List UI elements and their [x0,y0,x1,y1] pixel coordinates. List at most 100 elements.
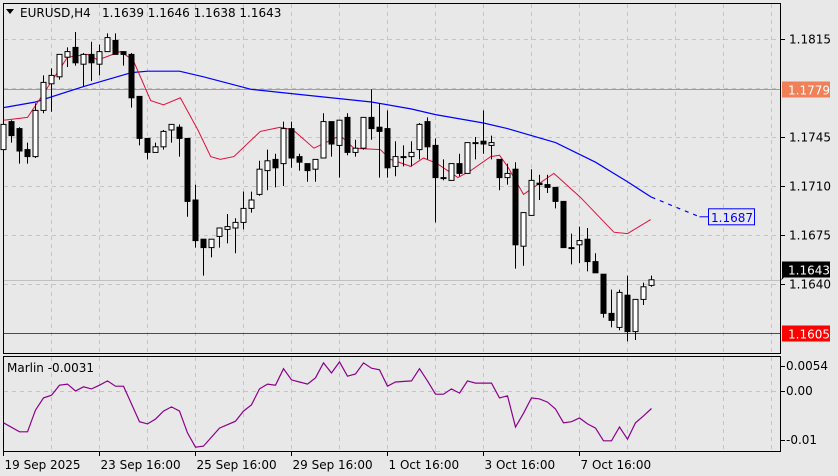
price-tick-label: 1.1675 [789,229,831,243]
time-label: 25 Sep 16:00 [197,458,277,472]
candle-bear [344,116,351,153]
candle-bull [0,123,7,151]
candle-bear [584,238,591,263]
price-tick-label: 1.1710 [789,180,831,194]
candle-bear [176,126,183,139]
candle-bear [496,158,503,179]
candle-bull [488,142,495,146]
candle-bull [152,146,159,153]
candle-bear [296,156,303,163]
candle-bear [424,121,431,148]
candle-bear [624,294,631,333]
candle-bear [456,163,463,174]
oscillator-label: Marlin -0.0031 [7,361,94,375]
candle-bull [64,51,71,58]
candle-bull [208,238,215,249]
candle-bear [560,200,567,249]
candle-bear [600,273,607,314]
candle-bear [72,46,79,64]
time-label: 7 Oct 16:00 [581,458,652,472]
candle-bear [536,182,543,186]
ohlc-values: 1.1639 1.1646 1.1638 1.1643 [102,6,281,20]
candle-bear [592,261,599,274]
current-price-box [782,261,830,278]
osc-tick-label: -0.01 [786,433,817,447]
candle-bear [272,158,279,169]
candle-bull [160,130,167,148]
candle-bull [392,156,399,167]
marlin-oscillator-line [3,360,652,448]
candle-bear [144,137,151,153]
candle-bull [472,142,479,145]
candle-bull [32,109,39,158]
time-label: 1 Oct 16:00 [389,458,460,472]
candle-bear [288,128,295,159]
candle-bear [376,126,383,132]
osc-tick-label: 0.0054 [786,359,828,373]
candle-bull [48,74,55,85]
candle-bear [544,184,551,188]
candle-bull [336,119,343,146]
candle-bear [16,128,23,152]
candle-bull [240,207,247,223]
candle-bull [216,227,223,237]
candle-bear [184,137,191,202]
candle-bull [40,81,47,111]
candle-bear [368,116,375,130]
candle-bull [232,221,239,229]
osc-tick-label: 0.00 [786,384,813,398]
candle-bear [512,168,519,246]
candle-bull [448,163,455,181]
price-tick-label: 1.1640 [789,278,831,292]
candle-bull [640,286,647,300]
candle-bear [136,95,143,139]
candle-bear [608,312,615,321]
slow-ma-line [3,70,652,198]
candle-bear [328,121,335,145]
candle-bull [80,53,87,65]
candle-bear [8,121,15,137]
candle-bull [648,279,655,286]
main-panel[interactable] [3,3,781,354]
candle-bear [384,128,391,169]
candle-bear [304,163,311,172]
candle-bear [120,51,127,55]
candle-bull [504,172,511,179]
current-price-label: 1.1643 [788,264,830,278]
resistance-price-label: 1.1779 [788,84,830,98]
candle-bear [112,39,119,55]
candle-bull [96,51,103,65]
slow-ma-label-box [708,208,755,226]
candle-bear [192,199,199,242]
candle-bull [632,298,639,333]
candle-bull [256,168,263,195]
support-price-label: 1.1605 [788,328,830,342]
candle-bull [360,116,367,149]
candle-bear [552,186,559,202]
slow-ma-label: 1.1687 [711,211,753,225]
candle-bear [88,53,95,64]
candle-bull [400,156,407,159]
candle-bull [352,147,359,153]
candle-bull [312,158,319,170]
time-label: 23 Sep 16:00 [101,458,181,472]
candle-bull [576,240,583,246]
candle-bull [440,177,447,180]
candle-bull [520,212,527,247]
price-tick-label: 1.1745 [789,131,831,145]
candle-bull [104,37,111,53]
triangle-down-icon[interactable] [6,9,14,14]
candle-bull [616,291,623,328]
candle-bear [24,149,31,158]
oscillator-panel[interactable] [3,356,781,452]
candle-bull [416,123,423,151]
time-label: 19 Sep 2025 [5,458,81,472]
price-tick-label: 1.1815 [789,33,831,47]
candle-bull [568,247,575,250]
support-price-box [782,325,830,342]
candle-bull [248,199,255,209]
candle-bear [200,238,207,249]
candle-bear [480,140,487,145]
resistance-price-box [782,81,830,98]
